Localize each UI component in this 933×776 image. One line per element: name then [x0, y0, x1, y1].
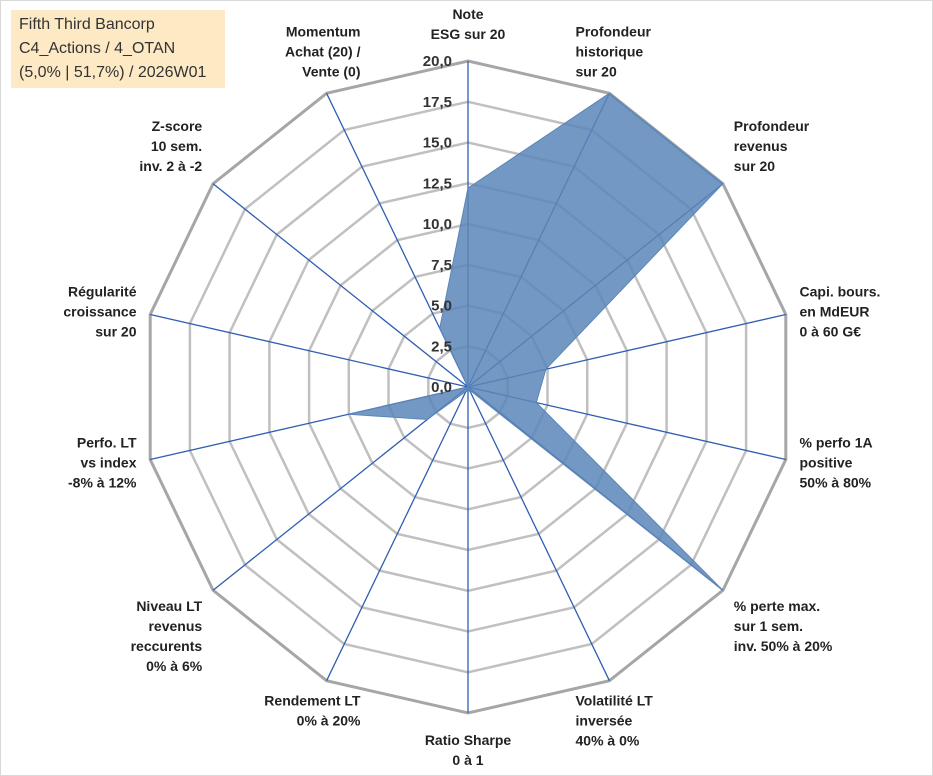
axis-spoke [467, 386, 610, 681]
axis-label-line: historique [576, 44, 644, 60]
axis-label-line: revenus [734, 138, 788, 154]
axis-label-line: croissance [63, 303, 136, 319]
axis-label-line: inversée [576, 712, 633, 728]
tick-label: 2,5 [431, 338, 452, 355]
tick-label: 0,0 [431, 379, 452, 396]
axis-spoke [326, 386, 469, 681]
title-box: Fifth Third Bancorp C4_Actions / 4_OTAN … [11, 10, 225, 88]
axis-label: Capi. bours. en MdEUR 0 à 60 G€ [800, 283, 881, 339]
axis-label-line: 0 à 60 G€ [800, 323, 862, 339]
axis-label-line: sur 1 sem. [734, 618, 803, 634]
axis-label-line: revenus [148, 618, 202, 634]
axis-label-line: % perfo 1A [800, 435, 873, 451]
axis-label-line: ESG sur 20 [431, 26, 506, 42]
axis-label-line: sur 20 [95, 323, 136, 339]
axis-label: Momentum Achat (20) / Vente (0) [285, 24, 361, 80]
axis-label-line: 50% à 80% [800, 475, 872, 491]
axis-label: Volatilité LT inversée 40% à 0% [576, 692, 654, 748]
axis-label-line: Ratio Sharpe [425, 732, 512, 748]
axis-label: Profondeur revenus sur 20 [734, 118, 810, 174]
series-area [348, 92, 724, 591]
tick-label: 10,0 [423, 216, 452, 233]
radar-series [348, 92, 724, 591]
axis-label-line: Perfo. LT [77, 435, 137, 451]
axis-label: Profondeur historique sur 20 [576, 24, 652, 80]
axis-label-line: Note [452, 6, 483, 22]
axis-label: Z-score 10 sem. inv. 2 à -2 [139, 118, 202, 174]
axis-label-line: -8% à 12% [68, 475, 137, 491]
axis-spoke [150, 313, 469, 388]
radar-axis-labels: Note ESG sur 20 Profondeur historique sur 20… [63, 6, 880, 768]
axis-label-line: Niveau LT [136, 598, 202, 614]
axis-label-line: Profondeur [576, 24, 652, 40]
title-line-3: (5,0% | 51,7%) / 2026W01 [19, 64, 207, 81]
axis-label-line: sur 20 [576, 64, 617, 80]
axis-label: % perte max. sur 1 sem. inv. 50% à 20% [734, 598, 833, 654]
axis-label-line: 10 sem. [151, 138, 202, 154]
axis-label-line: Achat (20) / [285, 44, 361, 60]
tick-label: 20,0 [423, 53, 452, 70]
axis-label: % perfo 1A positive 50% à 80% [800, 435, 873, 491]
axis-label-line: inv. 50% à 20% [734, 638, 833, 654]
radar-tick-labels: 0,0 2,5 5,0 7,5 10,0 12,5 15,0 17,5 20,0 [423, 53, 452, 396]
axis-label-line: Capi. bours. [800, 283, 881, 299]
axis-label-line: en MdEUR [800, 303, 870, 319]
axis-label: Régularité croissance sur 20 [63, 283, 136, 339]
axis-label-line: Rendement LT [264, 692, 361, 708]
tick-label: 15,0 [423, 135, 452, 152]
axis-label-line: reccurents [131, 638, 203, 654]
axis-label: Note ESG sur 20 [431, 6, 506, 42]
axis-spoke [212, 183, 469, 388]
axis-label-line: inv. 2 à -2 [139, 158, 202, 174]
title-line-1: Fifth Third Bancorp [19, 16, 155, 33]
title-line-2: C4_Actions / 4_OTAN [19, 40, 176, 57]
tick-label: 5,0 [431, 298, 452, 315]
axis-label-line: sur 20 [734, 158, 775, 174]
axis-label-line: vs index [80, 455, 136, 471]
axis-label: Rendement LT 0% à 20% [264, 692, 361, 728]
axis-label-line: Volatilité LT [576, 692, 654, 708]
axis-label: Ratio Sharpe 0 à 1 [425, 732, 512, 768]
axis-label: Niveau LT revenus reccurents 0% à 6% [131, 598, 203, 674]
tick-label: 7,5 [431, 257, 452, 274]
axis-label: Perfo. LT vs index -8% à 12% [68, 435, 137, 491]
axis-label-line: 0 à 1 [452, 752, 483, 768]
axis-label-line: 0% à 6% [146, 658, 203, 674]
axis-label-line: positive [800, 455, 853, 471]
tick-label: 17,5 [423, 94, 452, 111]
axis-label-line: 40% à 0% [576, 732, 640, 748]
axis-label-line: % perte max. [734, 598, 820, 614]
axis-label-line: Profondeur [734, 118, 810, 134]
axis-label-line: Vente (0) [302, 64, 360, 80]
axis-label-line: 0% à 20% [297, 712, 361, 728]
tick-label: 12,5 [423, 175, 452, 192]
axis-label-line: Momentum [286, 24, 361, 40]
axis-label-line: Régularité [68, 283, 137, 299]
axis-label-line: Z-score [152, 118, 203, 134]
axis-spoke [212, 386, 469, 591]
